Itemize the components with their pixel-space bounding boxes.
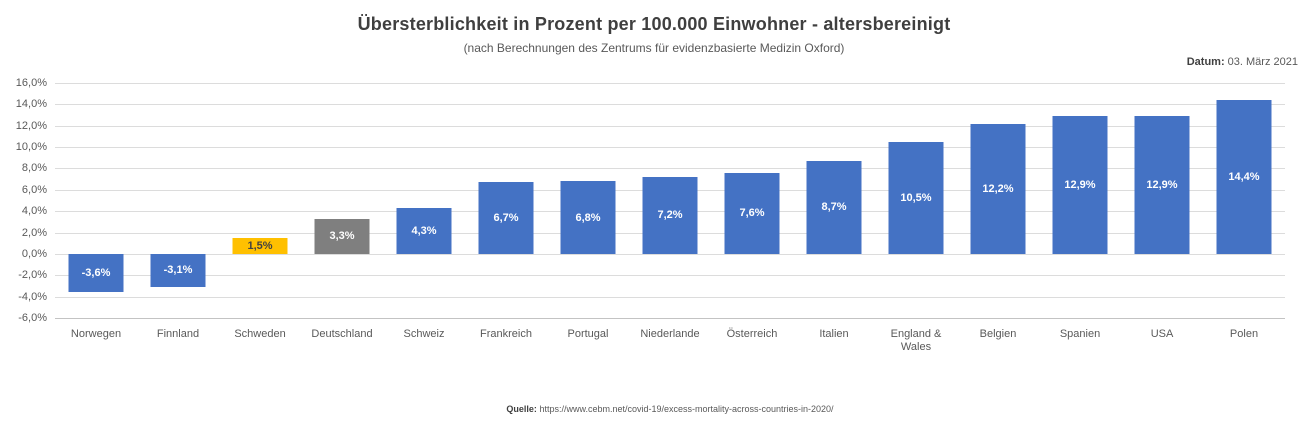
bar-value-label: -3,1% <box>163 264 193 277</box>
category-label: Schweden <box>234 328 286 340</box>
bar-column: 4,3% <box>383 83 465 318</box>
bar-value-label: 12,9% <box>1064 179 1096 191</box>
bar-schweiz: 4,3% <box>396 207 452 254</box>
bar-value-label: 12,2% <box>982 182 1014 195</box>
bar-column: 1,5% <box>219 83 301 318</box>
category-label: Belgien <box>979 328 1017 340</box>
source-annotation: Quelle: https://www.cebm.net/covid-19/ex… <box>55 404 1285 414</box>
y-tick-label: 12,0% <box>15 119 47 132</box>
bar-column: 12,9% <box>1039 83 1121 318</box>
bar-column: 6,7% <box>465 83 547 318</box>
bar-value-label: 6,7% <box>493 212 519 225</box>
gridline <box>55 147 1285 149</box>
y-tick-label: -6,0% <box>18 312 47 324</box>
bar-column: -3,6% <box>55 83 137 318</box>
category-label: USA <box>1150 328 1174 340</box>
category-label: Niederlande <box>640 328 700 340</box>
gridline <box>55 83 1285 84</box>
y-tick-label: 6,0% <box>21 183 47 196</box>
gridline <box>55 104 1285 106</box>
bar-value-label: 3,3% <box>329 230 355 243</box>
y-tick-label: -2,0% <box>18 269 47 282</box>
bar-column: 12,9% <box>1121 83 1203 318</box>
bars-layer: -3,6% -3,1% 1,5% 3,3% 4,3% 6,7% 6,8% 7,2% 7,6% 8,… <box>55 83 1285 318</box>
gridline <box>55 168 1285 170</box>
category-label: Norwegen <box>70 328 122 340</box>
category-label: Österreich <box>726 328 778 340</box>
bar-belgien: 12,2% <box>970 123 1026 254</box>
y-tick-label: 10,0% <box>15 141 47 154</box>
bar-column: 10,5% <box>875 83 957 318</box>
bar-finnland: -3,1% <box>150 253 206 288</box>
bar-column: 14,4% <box>1203 83 1285 318</box>
date-value: 03. März 2021 <box>1227 56 1298 68</box>
date-annotation: Datum: 03. März 2021 <box>1187 56 1298 68</box>
y-tick-label: 16,0% <box>15 77 47 89</box>
bar-value-label: 8,7% <box>821 201 847 214</box>
bar-deutschland: 3,3% <box>314 218 370 254</box>
source-url: https://www.cebm.net/covid-19/excess-mor… <box>539 404 834 414</box>
bar-england-wales: 10,5% <box>888 141 944 254</box>
y-tick-label: -4,0% <box>18 290 47 303</box>
bar-column: 3,3% <box>301 83 383 318</box>
date-label: Datum: <box>1186 56 1225 68</box>
bar-column: 7,6% <box>711 83 793 318</box>
y-tick-label: 14,0% <box>15 98 47 111</box>
bar--sterreich: 7,6% <box>724 172 780 254</box>
y-axis-tick-labels: 16,0% 14,0% 12,0% 10,0% 8,0% 6,0% 4,0% 2,0% 0,0%… <box>0 77 47 324</box>
gridline <box>55 253 1285 255</box>
bar-value-label: 4,3% <box>411 224 437 237</box>
bar-value-label: 6,8% <box>575 211 601 224</box>
category-label: Frankreich <box>480 328 532 340</box>
bar-norwegen: -3,6% <box>68 253 124 293</box>
bar-value-label: 1,5% <box>247 239 273 252</box>
gridline <box>55 296 1285 298</box>
bar-value-label: 7,2% <box>657 209 683 222</box>
bar-schweden: 1,5% <box>232 237 288 254</box>
category-label: Finnland <box>156 328 200 340</box>
bar-column: 8,7% <box>793 83 875 318</box>
category-label: Schweiz <box>403 328 445 340</box>
category-label: Spanien <box>1059 328 1101 340</box>
bar-value-label: -3,6% <box>81 267 111 280</box>
x-axis-line <box>55 318 1285 319</box>
y-tick-label: 0,0% <box>21 247 47 260</box>
x-axis-category-labels: Norwegen Finnland Schweden Deutschland Schwe… <box>55 328 1285 354</box>
chart-title: Übersterblichkeit in Prozent per 100.000… <box>357 14 951 34</box>
bar-value-label: 7,6% <box>739 207 765 220</box>
bar-frankreich: 6,7% <box>478 182 534 254</box>
bar-portugal: 6,8% <box>560 181 616 254</box>
chart-subtitle: (nach Berechnungen des Zentrums für evid… <box>463 41 845 55</box>
y-tick-label: 8,0% <box>21 162 47 175</box>
source-label: Quelle: <box>506 404 537 414</box>
gridline <box>55 275 1285 277</box>
category-label: Portugal <box>567 328 609 340</box>
category-label: Deutschland <box>311 328 373 340</box>
plot-area: -3,6% -3,1% 1,5% 3,3% 4,3% 6,7% 6,8% 7,2% 7,6% 8,… <box>55 83 1285 319</box>
bar-usa: 12,9% <box>1134 116 1190 254</box>
bar-column: 12,2% <box>957 83 1039 318</box>
bar-value-label: 14,4% <box>1228 170 1260 183</box>
category-label: Polen <box>1229 328 1259 340</box>
bar-italien: 8,7% <box>806 160 862 254</box>
category-label: England & Wales <box>890 328 942 353</box>
category-label: Italien <box>819 328 849 340</box>
bar-spanien: 12,9% <box>1052 116 1108 254</box>
bar-column: -3,1% <box>137 83 219 318</box>
bar-column: 6,8% <box>547 83 629 318</box>
bar-value-label: 10,5% <box>900 191 932 204</box>
gridline <box>55 125 1285 127</box>
y-tick-label: 2,0% <box>21 226 47 239</box>
bar-column: 7,2% <box>629 83 711 318</box>
y-tick-label: 4,0% <box>21 205 47 218</box>
bar-value-label: 12,9% <box>1146 179 1178 191</box>
bar-polen: 14,4% <box>1216 100 1272 254</box>
bar-niederlande: 7,2% <box>642 177 698 254</box>
